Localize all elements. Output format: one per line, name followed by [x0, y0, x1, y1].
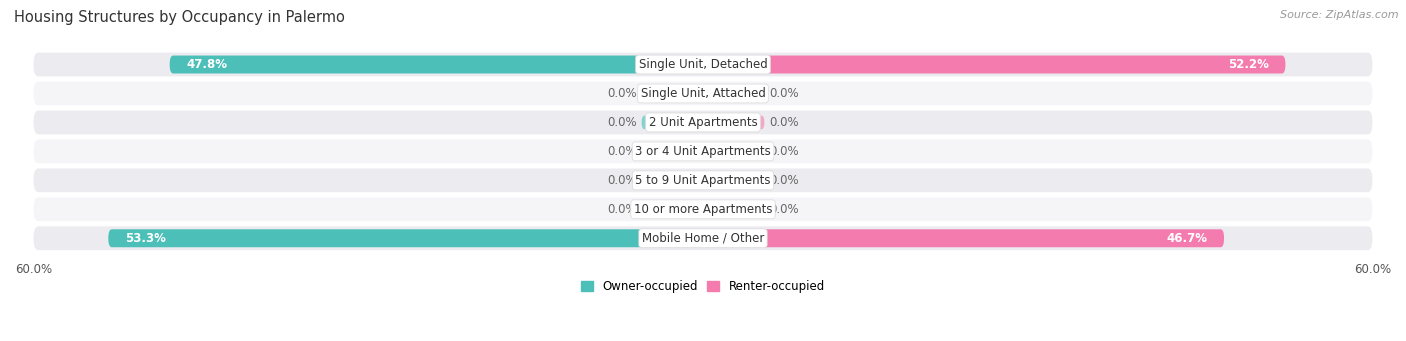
FancyBboxPatch shape — [703, 56, 1285, 74]
FancyBboxPatch shape — [34, 110, 1372, 134]
Text: 0.0%: 0.0% — [607, 116, 637, 129]
Text: 0.0%: 0.0% — [607, 87, 637, 100]
Text: 53.3%: 53.3% — [125, 232, 166, 245]
FancyBboxPatch shape — [703, 174, 765, 187]
Text: 47.8%: 47.8% — [187, 58, 228, 71]
Text: 0.0%: 0.0% — [607, 203, 637, 216]
FancyBboxPatch shape — [641, 174, 703, 187]
FancyBboxPatch shape — [703, 116, 765, 129]
FancyBboxPatch shape — [34, 139, 1372, 163]
FancyBboxPatch shape — [641, 116, 703, 129]
Text: 0.0%: 0.0% — [607, 174, 637, 187]
Text: 2 Unit Apartments: 2 Unit Apartments — [648, 116, 758, 129]
Text: Mobile Home / Other: Mobile Home / Other — [641, 232, 765, 245]
FancyBboxPatch shape — [641, 203, 703, 216]
FancyBboxPatch shape — [703, 87, 765, 100]
FancyBboxPatch shape — [34, 81, 1372, 105]
Text: 3 or 4 Unit Apartments: 3 or 4 Unit Apartments — [636, 145, 770, 158]
Text: Single Unit, Detached: Single Unit, Detached — [638, 58, 768, 71]
FancyBboxPatch shape — [703, 203, 765, 216]
FancyBboxPatch shape — [170, 56, 703, 74]
FancyBboxPatch shape — [34, 168, 1372, 192]
FancyBboxPatch shape — [34, 226, 1372, 250]
Text: Source: ZipAtlas.com: Source: ZipAtlas.com — [1281, 10, 1399, 20]
FancyBboxPatch shape — [108, 229, 703, 247]
FancyBboxPatch shape — [703, 229, 1225, 247]
Text: Single Unit, Attached: Single Unit, Attached — [641, 87, 765, 100]
Text: 0.0%: 0.0% — [607, 145, 637, 158]
FancyBboxPatch shape — [34, 53, 1372, 76]
FancyBboxPatch shape — [641, 87, 703, 100]
FancyBboxPatch shape — [641, 145, 703, 158]
Text: 52.2%: 52.2% — [1227, 58, 1268, 71]
Text: 0.0%: 0.0% — [769, 145, 799, 158]
Text: 5 to 9 Unit Apartments: 5 to 9 Unit Apartments — [636, 174, 770, 187]
Text: 0.0%: 0.0% — [769, 203, 799, 216]
FancyBboxPatch shape — [703, 145, 765, 158]
Text: Housing Structures by Occupancy in Palermo: Housing Structures by Occupancy in Paler… — [14, 10, 344, 25]
Text: 46.7%: 46.7% — [1167, 232, 1208, 245]
Legend: Owner-occupied, Renter-occupied: Owner-occupied, Renter-occupied — [576, 275, 830, 298]
Text: 0.0%: 0.0% — [769, 116, 799, 129]
FancyBboxPatch shape — [34, 197, 1372, 221]
Text: 0.0%: 0.0% — [769, 87, 799, 100]
Text: 10 or more Apartments: 10 or more Apartments — [634, 203, 772, 216]
Text: 0.0%: 0.0% — [769, 174, 799, 187]
